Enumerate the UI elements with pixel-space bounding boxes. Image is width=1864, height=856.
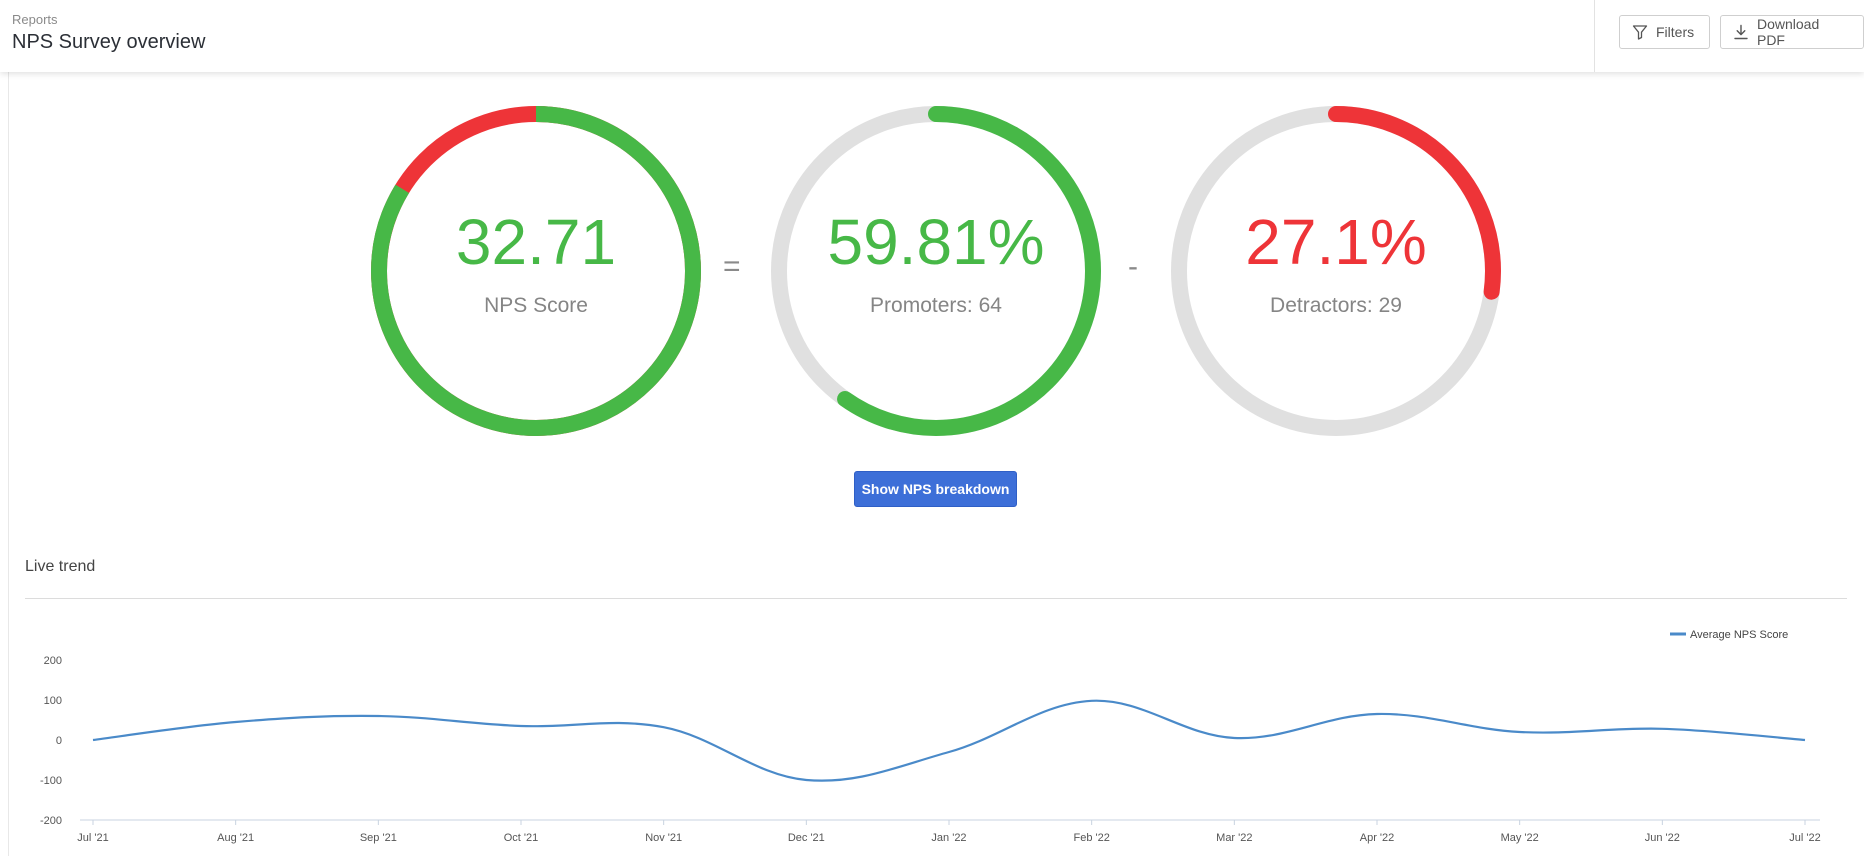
filters-button[interactable]: Filters (1619, 15, 1710, 49)
live-trend-title: Live trend (25, 558, 96, 575)
download-icon (1734, 24, 1748, 40)
x-tick-label: Feb '22 (1073, 832, 1109, 844)
page-title: NPS Survey overview (12, 31, 206, 53)
promoters-gauge: 59.81% Promoters: 64 (771, 106, 1101, 436)
equals-sign: = (723, 250, 741, 283)
y-tick-label: 200 (44, 655, 62, 667)
y-tick-label: 100 (44, 695, 62, 707)
live-trend-chart: 200 100 0 -100 -200 Jul '21 Aug '21 Sep '21 Oct … (40, 629, 1821, 844)
y-tick-label: -100 (40, 775, 62, 787)
nps-gauge-ring (371, 106, 701, 436)
promoters-label: Promoters: 64 (870, 294, 1002, 317)
detractors-value: 27.1% (1245, 206, 1427, 278)
filter-icon (1632, 25, 1648, 40)
y-tick-label: -200 (40, 815, 62, 827)
top-bar: Reports NPS Survey overview Filters Down… (0, 0, 1864, 72)
nps-positive-arc (371, 106, 701, 436)
series-line-average-nps-score (92, 699, 1806, 782)
x-tick-label: May '22 (1501, 832, 1539, 844)
promoters-arc (771, 106, 1101, 436)
x-tick-label: Apr '22 (1360, 832, 1395, 844)
header-divider (1594, 0, 1595, 72)
nps-score-label: NPS Score (484, 294, 588, 317)
x-tick-label: Jul '21 (77, 832, 108, 844)
detractors-gauge-ring (1171, 106, 1501, 436)
download-label: Download PDF (1756, 16, 1820, 48)
filters-label: Filters (1656, 24, 1695, 40)
detractors-gauge: 27.1% Detractors: 29 (1171, 106, 1501, 436)
x-tick-label: Jan '22 (931, 832, 966, 844)
x-tick-label: Jul '22 (1789, 832, 1820, 844)
detractors-arc (1171, 106, 1501, 436)
y-tick-label: 0 (56, 735, 62, 747)
minus-sign: - (1128, 250, 1138, 283)
x-tick-label: Mar '22 (1216, 832, 1252, 844)
x-tick-label: Oct '21 (504, 832, 539, 844)
show-nps-breakdown-button[interactable]: Show NPS breakdown (854, 471, 1017, 507)
x-tick-label: Sep '21 (360, 832, 397, 844)
x-tick-label: Nov '21 (645, 832, 682, 844)
legend-label: Average NPS Score (1690, 629, 1788, 641)
download-pdf-button[interactable]: Download PDF (1720, 15, 1864, 49)
promoters-gauge-ring (771, 106, 1101, 436)
nps-score-value: 32.71 (455, 206, 617, 278)
x-tick-label: Jun '22 (1645, 832, 1680, 844)
live-trend-divider (25, 598, 1847, 599)
promoters-value: 59.81% (827, 206, 1045, 278)
x-tick-label: Dec '21 (788, 832, 825, 844)
x-tick-label: Aug '21 (217, 832, 254, 844)
nps-score-gauge: 32.71 NPS Score (371, 106, 701, 436)
detractors-label: Detractors: 29 (1270, 294, 1402, 317)
breadcrumb[interactable]: Reports (12, 12, 58, 27)
content-border (8, 72, 9, 856)
